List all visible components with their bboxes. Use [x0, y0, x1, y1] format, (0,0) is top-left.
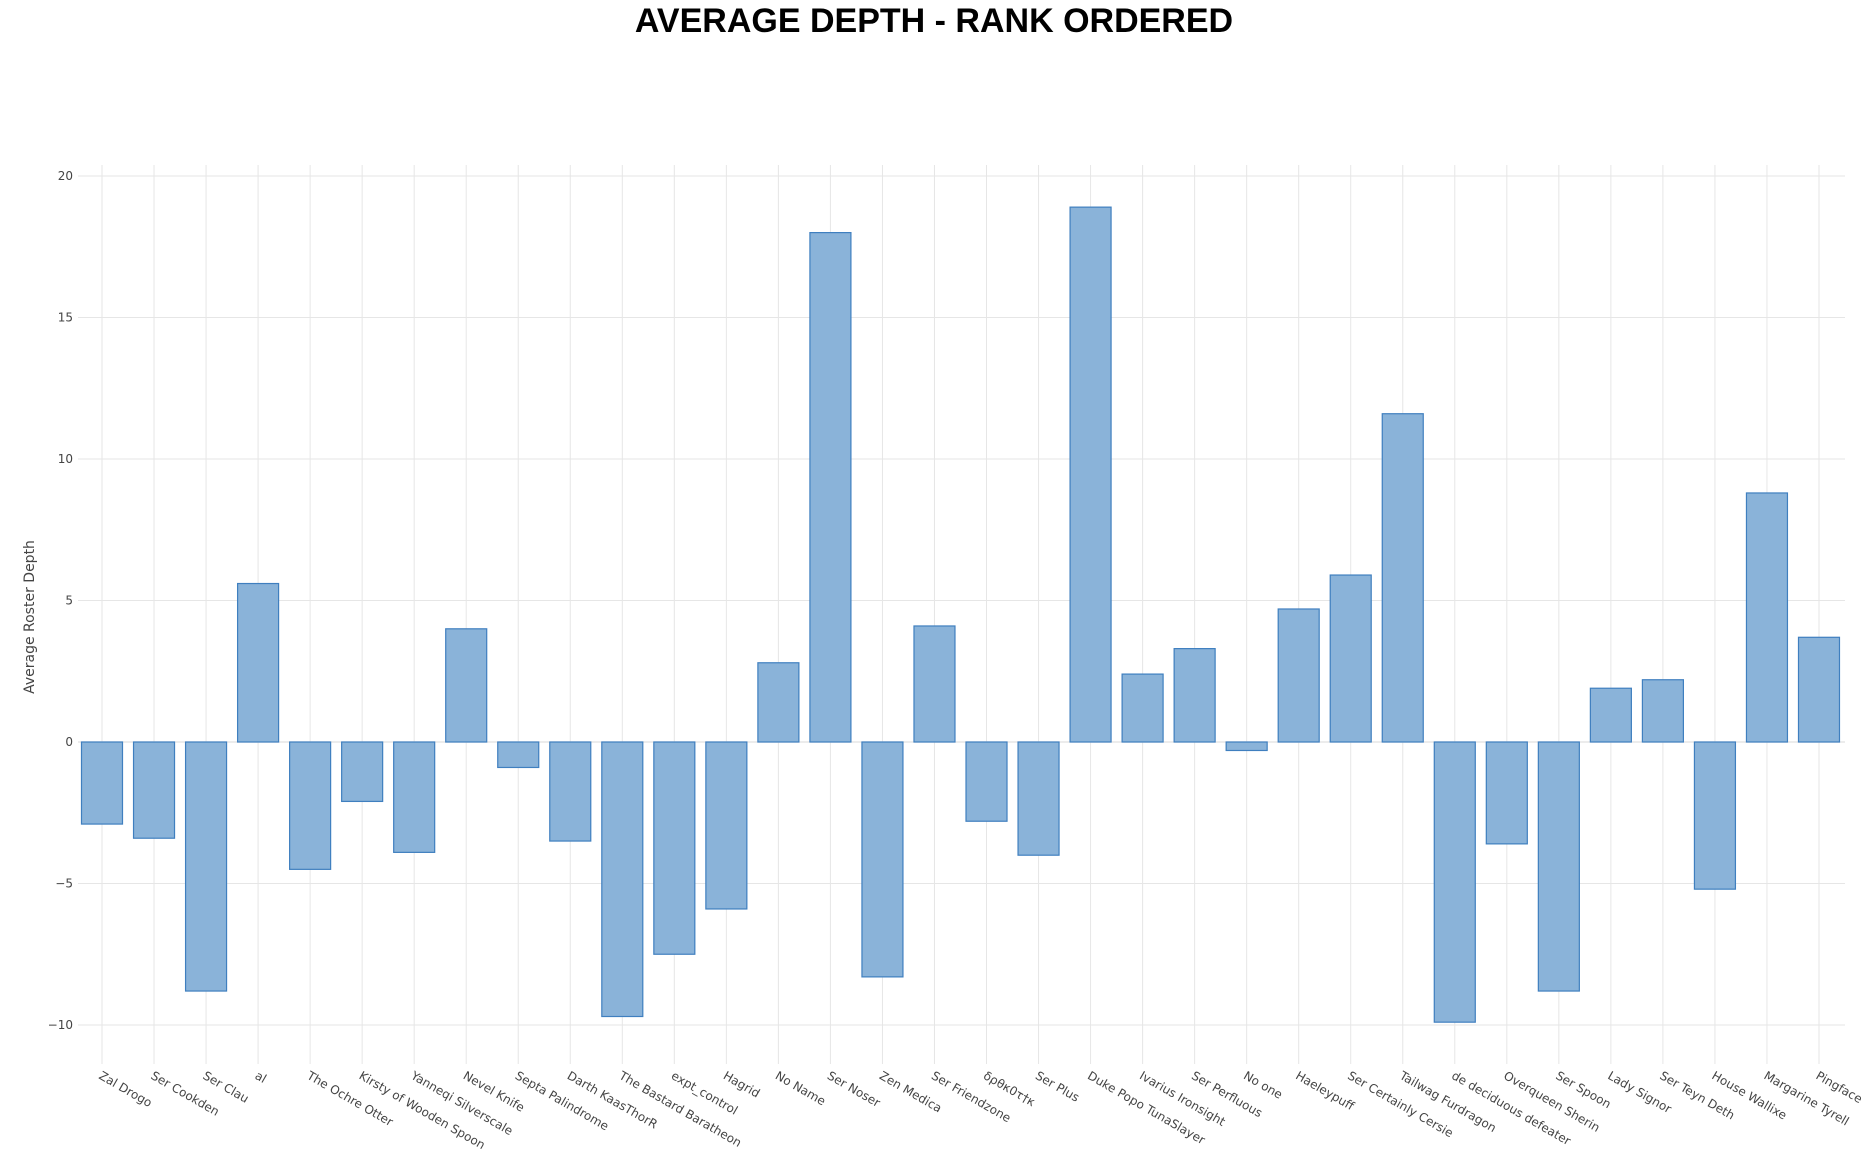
- bar: [861, 741, 904, 978]
- bar: [1121, 673, 1164, 743]
- bar: [1277, 608, 1320, 743]
- x-tick-label: Ser Noser: [825, 1068, 883, 1109]
- bar: [236, 582, 280, 743]
- bar: [497, 741, 540, 769]
- bar: [913, 625, 956, 743]
- bar: [1693, 741, 1737, 890]
- x-tick-label: The Ochre Otter: [304, 1068, 396, 1129]
- bar: [445, 628, 488, 743]
- y-tick-label: −10: [48, 1018, 73, 1032]
- bar: [341, 741, 384, 803]
- bar: [1485, 741, 1528, 845]
- bar: [289, 741, 332, 870]
- bar: [549, 741, 592, 842]
- bar: [809, 232, 852, 743]
- bar: [1745, 492, 1789, 743]
- bar: [393, 741, 436, 853]
- grid-layer: [78, 165, 1845, 1064]
- bar: [1225, 741, 1268, 752]
- bar: [1641, 679, 1685, 743]
- bar: [1069, 206, 1112, 743]
- x-tick-label: Zal Drogo: [97, 1068, 155, 1110]
- bar: [1433, 741, 1476, 1023]
- y-tick-label: 10: [58, 452, 73, 466]
- bar: [132, 741, 176, 839]
- bar: [653, 741, 696, 955]
- y-tick-label: −5: [55, 877, 73, 891]
- bar: [757, 662, 800, 743]
- x-tick-label: al: [253, 1068, 269, 1085]
- bar: [1381, 413, 1424, 743]
- y-tick-labels: −10 −5 0 5 10 15 20: [48, 169, 73, 1032]
- x-tick-label: Darth KaasThorR: [565, 1068, 660, 1131]
- y-axis-title: Average Roster Depth: [22, 540, 38, 694]
- bar-layer: [80, 206, 1841, 1023]
- bar: [601, 741, 644, 1018]
- x-tick-label: No one: [1241, 1068, 1285, 1101]
- x-tick-label: Ser Plus: [1033, 1068, 1082, 1104]
- x-tick-label: Hagrid: [721, 1068, 763, 1100]
- bar: [1329, 574, 1372, 743]
- y-tick-label: 15: [58, 311, 73, 325]
- bar: [80, 741, 124, 825]
- bar: [1589, 687, 1632, 743]
- chart-title: AVERAGE DEPTH - RANK ORDERED: [634, 2, 1234, 40]
- bar: [965, 741, 1008, 822]
- y-tick-label: 20: [58, 169, 73, 183]
- y-tick-label: 0: [65, 735, 73, 749]
- x-tick-label: Septa Palindrome: [513, 1068, 611, 1133]
- bar: [1173, 648, 1216, 743]
- bar: [1017, 741, 1060, 856]
- y-tick-label: 5: [65, 594, 73, 608]
- bar: [184, 741, 228, 992]
- bar: [1537, 741, 1580, 992]
- bar: [705, 741, 748, 910]
- x-tick-label: No Name: [773, 1068, 828, 1108]
- bar: [1797, 636, 1841, 743]
